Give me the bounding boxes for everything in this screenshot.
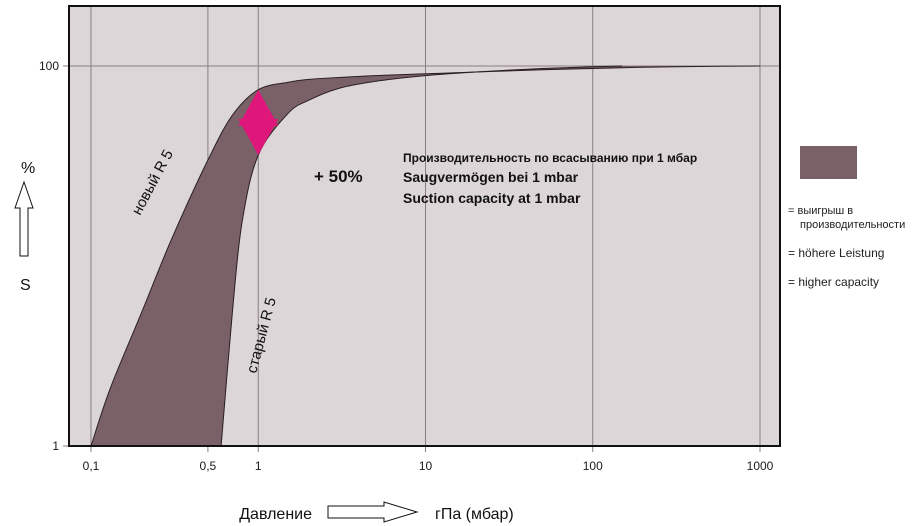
suction-capacity-en: Suction capacity at 1 mbar — [403, 190, 581, 206]
legend-swatch — [800, 146, 857, 179]
legend-de: = höhere Leistung — [788, 246, 884, 260]
y-axis-arrow-icon — [14, 180, 34, 257]
x-tick-label: 1 — [255, 459, 262, 473]
gain-label: + 50% — [314, 167, 363, 186]
series-line-old-r5 — [220, 65, 623, 447]
x-axis-unit: гПа (мбар) — [435, 506, 514, 523]
suction-capacity-ru: Производительность по всасыванию при 1 м… — [403, 151, 697, 165]
y-tick-label: 100 — [39, 59, 59, 73]
legend-ru-line2: производительности — [800, 219, 905, 231]
suction-capacity-de: Saugvermögen bei 1 mbar — [403, 169, 579, 185]
legend-ru-line1: = выигрыш в — [788, 205, 853, 217]
x-tick-label: 1000 — [747, 459, 774, 473]
plot-border — [68, 5, 781, 447]
x-axis-ticks: 0,1 0,5 1 10 100 1000 — [83, 459, 774, 473]
x-tick-label: 0,1 — [83, 459, 100, 473]
gain-double-arrow — [238, 89, 279, 156]
y-axis-unit: % — [21, 160, 35, 177]
x-tick-label: 10 — [419, 459, 433, 473]
series-line-new-r5 — [90, 65, 761, 447]
x-axis-arrow-icon — [327, 501, 419, 523]
y-axis-ticks: 1 100 — [39, 59, 59, 453]
y-tick-label: 1 — [52, 439, 59, 453]
x-tick-label: 100 — [583, 459, 603, 473]
y-axis-label: S — [20, 277, 31, 294]
x-tick-label: 0,5 — [200, 459, 217, 473]
capacity-gain-band — [91, 66, 760, 446]
legend-en: = higher capacity — [788, 275, 879, 289]
x-axis-label: Давление — [239, 506, 312, 523]
